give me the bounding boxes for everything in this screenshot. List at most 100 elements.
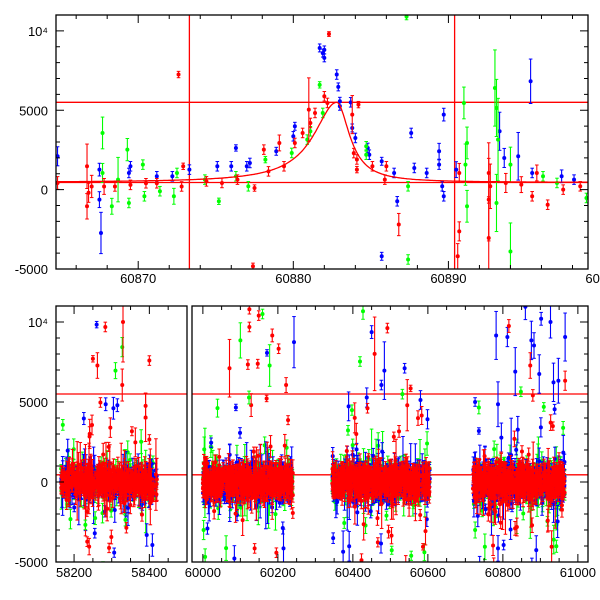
data-point [392,167,397,179]
data-point [112,497,117,523]
data-point [353,132,358,144]
data-marker [317,45,322,50]
data-marker [171,194,176,199]
data-marker [508,162,513,167]
data-point [107,542,112,554]
data-marker [572,177,577,182]
data-point [263,155,268,164]
data-point [148,496,153,510]
data-marker [233,145,238,150]
data-marker [128,457,133,462]
data-point [454,161,459,179]
data-marker [412,165,417,170]
plot-area [56,306,187,568]
data-marker [179,184,184,189]
data-point [322,45,327,55]
data-marker [326,32,331,37]
data-point [128,179,133,191]
data-marker [129,429,134,434]
data-point [494,173,499,233]
data-marker [112,508,117,513]
data-marker [322,55,327,60]
data-point [106,441,111,452]
data-marker [496,137,501,142]
data-point [367,149,372,160]
data-point [187,164,192,175]
data-point [364,149,369,160]
data-point [541,171,546,182]
data-point [129,426,134,437]
data-point [216,197,221,205]
data-point [261,144,266,155]
data-marker [336,84,341,89]
data-point [98,211,103,255]
data-marker [320,110,325,115]
data-marker [101,564,105,568]
data-marker [457,229,462,234]
data-marker [308,120,313,125]
y-tick-label: 0 [41,183,48,198]
data-marker [317,82,322,87]
data-marker [440,184,445,189]
data-point [350,95,355,135]
data-marker [90,422,95,427]
data-marker [106,444,111,449]
data-point [554,177,559,189]
data-point [379,156,384,166]
data-marker [176,72,181,77]
data-point [219,177,224,189]
data-marker [72,505,77,510]
data-point [100,116,105,150]
data-marker [461,100,466,105]
data-marker [140,162,145,167]
data-marker [174,170,179,175]
data-point [215,161,220,172]
data-marker [322,94,327,99]
data-marker [354,157,359,162]
data-marker [356,102,361,107]
data-marker [379,159,384,164]
data-marker [530,170,535,175]
data-marker [488,184,493,189]
data-point [97,191,102,209]
data-point [437,142,442,160]
data-point [140,159,145,170]
data-marker [584,195,588,200]
data-point [289,147,294,159]
data-point [354,165,359,174]
data-marker [441,112,446,117]
data-point [455,243,460,269]
data-marker [396,222,401,227]
data-marker [154,174,159,179]
data-point [86,182,91,203]
data-point [384,161,389,172]
data-point [109,197,114,215]
data-marker [86,190,91,195]
data-point [528,58,533,105]
model-curve [56,101,588,183]
data-point [313,107,318,119]
data-marker [133,440,138,445]
data-point [85,193,90,220]
data-marker [111,406,116,411]
data-point [409,127,414,139]
data-point [179,181,184,192]
data-marker [353,135,358,140]
data-point [176,70,181,79]
data-point [246,181,251,192]
data-point [235,174,240,185]
data-marker [246,184,251,189]
data-point [572,174,577,185]
data-marker [277,140,282,145]
data-point [441,191,446,202]
data-point [308,117,313,129]
data-marker [123,517,128,522]
data-point [356,100,361,109]
data-marker [561,187,566,192]
y-tick-label: 10⁴ [28,24,48,39]
data-marker [559,174,564,179]
x-tick-label: 60870 [120,271,156,286]
data-point [171,187,176,205]
data-point [60,419,65,431]
